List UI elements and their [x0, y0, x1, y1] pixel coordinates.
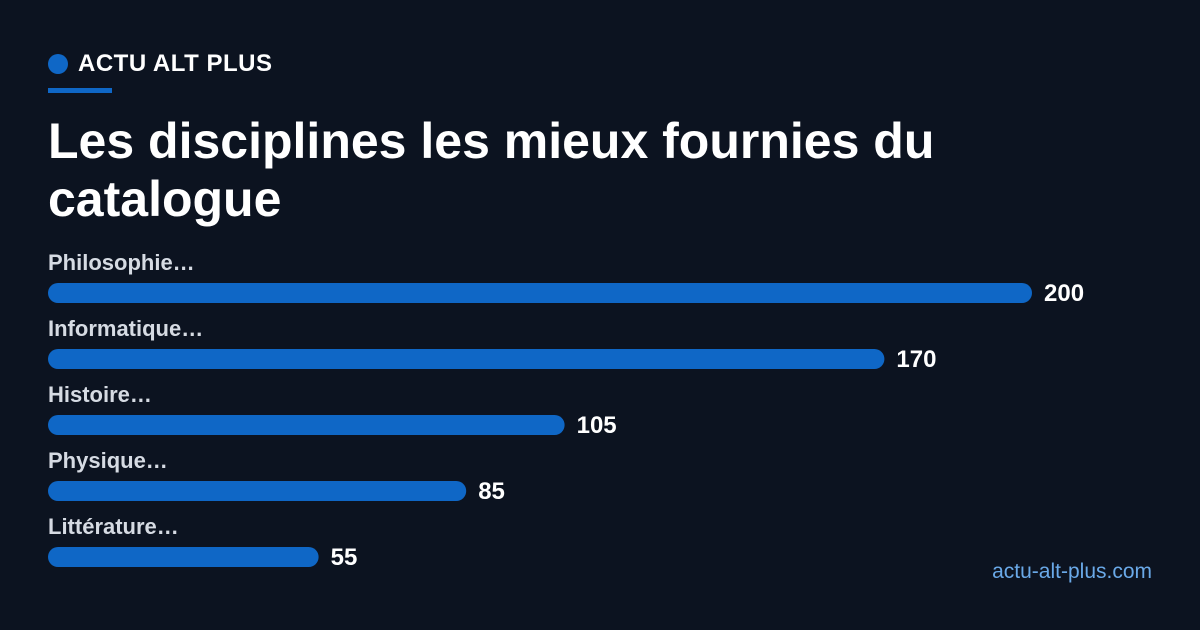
- category-label: Informatique…: [48, 316, 203, 341]
- category-label: Physique…: [48, 448, 168, 473]
- bar: [48, 283, 1032, 303]
- chart-title: Les disciplines les mieux fournies du ca…: [48, 113, 935, 227]
- bar: [48, 415, 565, 435]
- value-label: 55: [331, 544, 358, 571]
- footer-url[interactable]: actu-alt-plus.com: [992, 560, 1152, 583]
- brand-name: ACTU ALT PLUS: [78, 50, 273, 77]
- brand-underline: [48, 88, 112, 93]
- category-label: Philosophie…: [48, 250, 195, 275]
- value-label: 200: [1044, 280, 1084, 307]
- bar: [48, 547, 319, 567]
- brand-dot-icon: [48, 54, 68, 74]
- brand: ACTU ALT PLUS: [48, 50, 272, 78]
- value-label: 105: [577, 412, 617, 439]
- bar: [48, 349, 885, 369]
- bar: [48, 481, 467, 501]
- category-label: Littérature…: [48, 514, 179, 539]
- value-label: 170: [896, 346, 936, 373]
- value-label: 85: [478, 478, 505, 505]
- category-label: Histoire…: [48, 382, 152, 407]
